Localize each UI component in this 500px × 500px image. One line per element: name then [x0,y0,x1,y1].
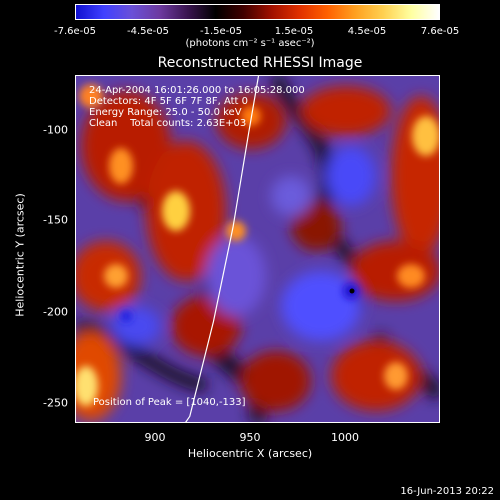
y-tick-label: -200 [43,305,68,319]
x-tick-label: 900 [144,431,166,444]
info-peak-position: Position of Peak = [1040,-133] [93,397,246,408]
colorbar-tick: 1.5e-05 [274,26,314,37]
y-tick-label: -250 [43,396,68,410]
info-detectors: Detectors: 4F 5F 6F 7F 8F, Att 0 [89,96,249,107]
colorbar-units: (photons cm⁻² s⁻¹ asec⁻²) [185,38,315,49]
y-tick-label: -100 [43,123,68,137]
emission-peaks [76,84,439,406]
colorbar-tick: -1.5e-05 [200,26,242,37]
min-marker [349,288,355,294]
y-tick-label: -150 [43,213,68,227]
plot-title: Reconstructed RHESSI Image [157,55,363,71]
footer-date: 16-Jun-2013 20:22 [400,486,494,497]
colorbar-tick: -7.6e-05 [54,26,96,37]
image-canvas [76,76,439,422]
rhessi-image: 24-Apr-2004 16:01:26.000 to 16:05:28.000… [75,75,440,423]
x-axis-label: Heliocentric X (arcsec) [187,447,313,460]
info-time: 24-Apr-2004 16:01:26.000 to 16:05:28.000 [89,85,305,96]
y-axis-label: Heliocentric Y (arcsec) [13,193,27,317]
x-tick-label: 950 [239,431,261,444]
colorbar-tick: 4.5e-05 [347,26,387,37]
solar-limb-line [185,76,260,422]
info-energy: Energy Range: 25.0 - 50.0 keV [89,107,242,118]
x-tick-label: 1000 [331,431,359,444]
colorbar-tick: -4.5e-05 [127,26,169,37]
colorbar-tick: 7.6e-05 [420,26,460,37]
colorbar [75,4,440,20]
info-counts: Clean Total counts: 2.63E+03 [89,118,247,129]
